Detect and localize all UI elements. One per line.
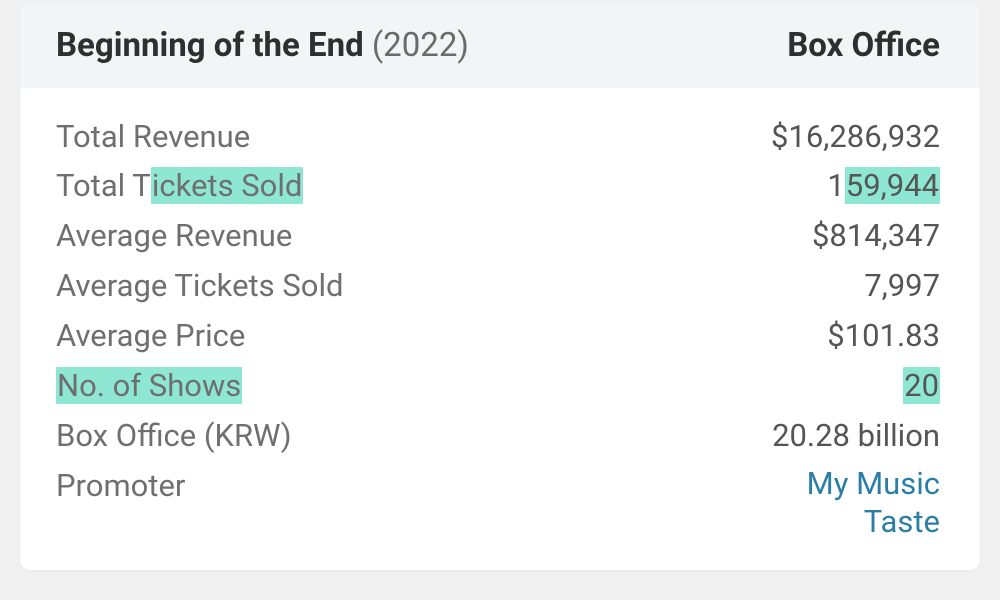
card-content: Total Revenue Total Tickets Sold Average… [20,88,980,560]
card-header: Beginning of the End (2022) Box Office [20,4,980,88]
value-avg-price: $101.83 [827,315,940,357]
value-no-of-shows: 20 [903,365,940,407]
value-total-tickets: 159,944 [827,165,940,207]
value-avg-revenue: $814,347 [812,215,940,257]
labels-column: Total Revenue Total Tickets Sold Average… [56,116,343,542]
label-box-office-krw: Box Office (KRW) [56,415,343,457]
label-promoter: Promoter [56,465,343,507]
value-total-revenue: $16,286,932 [771,116,940,158]
highlight-span: No. of Shows [56,367,242,404]
highlight-span: 59,944 [845,167,940,204]
header-title-group: Beginning of the End (2022) [56,26,469,66]
label-total-tickets: Total Tickets Sold [56,165,343,207]
highlight-span: 20 [903,367,940,404]
label-total-revenue: Total Revenue [56,116,343,158]
value-box-office-krw: 20.28 billion [772,415,940,457]
tour-title: Beginning of the End [56,26,364,65]
value-avg-tickets: 7,997 [864,265,940,307]
label-avg-tickets: Average Tickets Sold [56,265,343,307]
label-avg-revenue: Average Revenue [56,215,343,257]
value-promoter-link[interactable]: My Music Taste [807,465,940,543]
label-no-of-shows: No. of Shows [56,365,343,407]
values-column: $16,286,932 159,944 $814,347 7,997 $101.… [771,116,940,542]
header-column-title: Box Office [787,26,940,65]
box-office-card: Beginning of the End (2022) Box Office T… [20,4,980,570]
highlight-span: ickets Sold [151,167,304,204]
label-avg-price: Average Price [56,315,343,357]
tour-year: (2022) [372,26,469,65]
